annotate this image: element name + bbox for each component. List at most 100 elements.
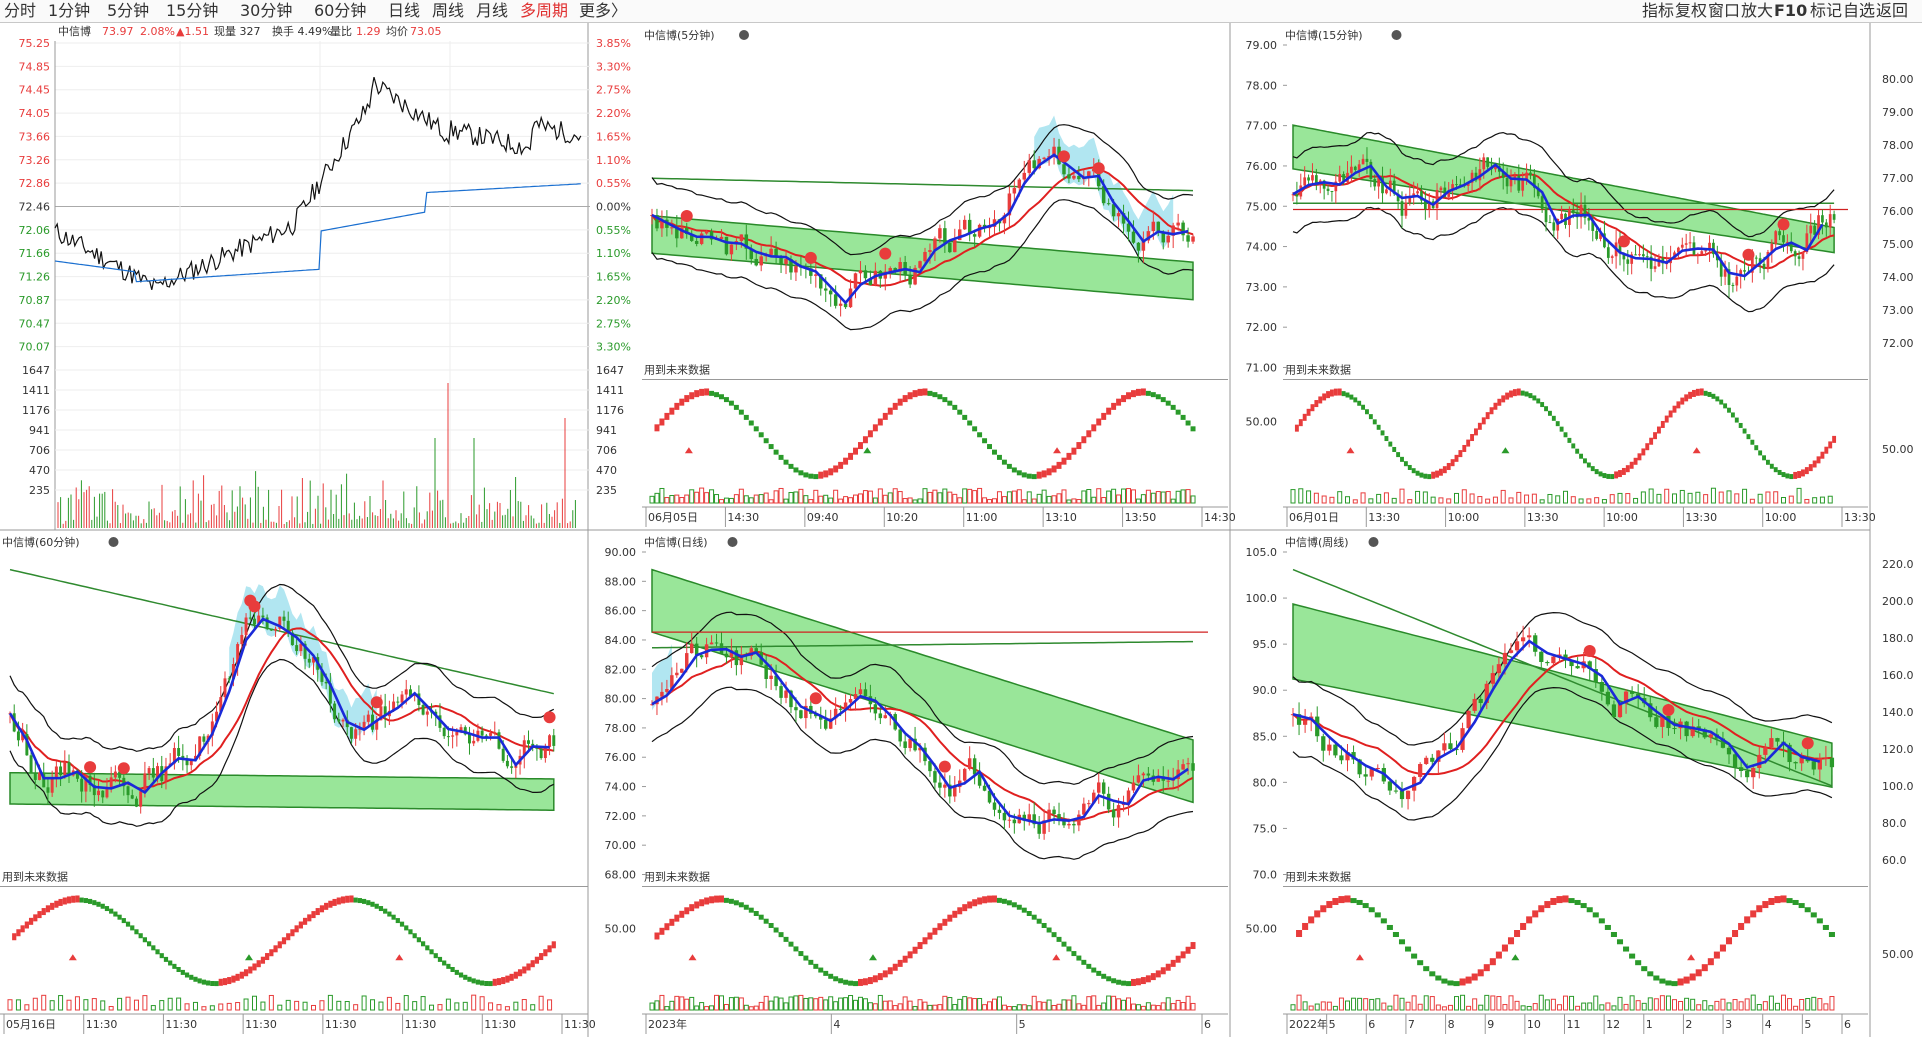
period-tab-7[interactable]: 周线 xyxy=(432,1,465,20)
candle-body xyxy=(1022,172,1027,180)
chevron-down-icon xyxy=(108,537,119,547)
period-tab-5[interactable]: 60分钟 xyxy=(314,1,367,20)
right-axis-tick: 74.00 xyxy=(1882,271,1914,284)
candle-body xyxy=(1451,184,1454,191)
indicator-bar xyxy=(437,1004,443,1011)
candle-body xyxy=(1799,757,1804,764)
toolbar-button-7[interactable]: 返回 xyxy=(1876,1,1909,20)
indicator-bar xyxy=(987,1001,993,1011)
candle-body xyxy=(1793,251,1797,257)
right-axis-tick: 140.0 xyxy=(1882,706,1914,719)
indicator-bar xyxy=(728,997,734,1011)
indicator-bar xyxy=(763,492,769,504)
indicator-bar xyxy=(1031,995,1037,1011)
vol-tick-right: 1411 xyxy=(596,384,624,397)
candle-body xyxy=(1525,172,1528,180)
vol-tick: 1176 xyxy=(22,404,50,417)
vol-tick: 1411 xyxy=(22,384,50,397)
pct-tick: 0.55% xyxy=(596,224,631,237)
candle-body xyxy=(312,657,315,663)
indicator-bar xyxy=(862,998,868,1011)
candle-body xyxy=(1418,764,1423,777)
right-axis-tick: 73.00 xyxy=(1882,304,1914,317)
candle-body xyxy=(189,760,193,766)
candle-body xyxy=(147,768,151,774)
candle-body xyxy=(1032,814,1036,825)
candle-body xyxy=(938,228,942,239)
period-tab-1[interactable]: 1分钟 xyxy=(48,1,91,20)
period-tab-4[interactable]: 30分钟 xyxy=(240,1,293,20)
vol-tick: 1647 xyxy=(22,364,50,377)
indicator-bar xyxy=(108,1006,114,1011)
indicator-bar xyxy=(1006,1006,1012,1011)
period-tab-2[interactable]: 5分钟 xyxy=(107,1,150,20)
toolbar-button-1[interactable]: 复权 xyxy=(1675,1,1708,20)
indicator-bar xyxy=(462,1001,468,1011)
indicator-bar xyxy=(972,490,978,504)
candle-body xyxy=(1696,254,1700,256)
indicator-bar xyxy=(902,996,908,1011)
period-tab-3[interactable]: 15分钟 xyxy=(166,1,219,20)
indicator-bar xyxy=(1648,488,1654,504)
indicator-bar xyxy=(1329,496,1335,504)
indicator-bar xyxy=(150,1005,156,1011)
candle-body xyxy=(1648,703,1653,718)
chart-canvas: 中信博 73.97 2.08% ▲1.51 现量 327 换手 4.49%量比 1.29 均价… xyxy=(0,23,1922,1037)
candle-body xyxy=(843,303,848,308)
x-tick: 1 xyxy=(1646,1018,1653,1031)
period-tab-10[interactable]: 更多〉 xyxy=(579,1,628,20)
indicator-bar xyxy=(1555,495,1561,504)
period-tab-9[interactable]: 多周期 xyxy=(520,1,569,20)
candle-body xyxy=(734,650,739,666)
y-tick: 68.00 xyxy=(605,869,637,882)
toolbar-button-6[interactable]: 自选 xyxy=(1843,1,1876,20)
candle-body xyxy=(878,713,883,719)
toolbar-button-4[interactable]: F10 xyxy=(1774,1,1808,20)
candle-body xyxy=(704,231,709,234)
toolbar-button-5[interactable]: 标记 xyxy=(1810,1,1843,20)
candle-body xyxy=(814,713,818,717)
signal-icon xyxy=(244,594,257,607)
indicator-bar xyxy=(1296,994,1302,1011)
toolbar-button-0[interactable]: 指标 xyxy=(1642,1,1675,20)
indicator-bar xyxy=(1438,497,1444,504)
candle-body xyxy=(29,755,33,774)
candle-body xyxy=(1388,180,1392,190)
candle-body xyxy=(1540,196,1544,209)
indicator-bar xyxy=(1799,998,1805,1011)
indicator-tick: 50.00 xyxy=(1246,922,1278,935)
candle-body xyxy=(333,703,337,720)
candle-body xyxy=(1181,764,1185,770)
indicator-bar xyxy=(862,490,868,504)
candle-body xyxy=(295,645,299,652)
y-tick: 70.00 xyxy=(605,839,637,852)
pct-tick: 1.65% xyxy=(596,271,631,284)
indicator-bar xyxy=(1180,489,1186,504)
indicator-bar xyxy=(471,994,477,1011)
period-tab-6[interactable]: 日线 xyxy=(388,1,421,20)
candle-body xyxy=(848,699,853,703)
toolbar-button-2[interactable]: 窗口 xyxy=(1708,1,1741,20)
x-tick: 12 xyxy=(1606,1018,1620,1031)
candle-body xyxy=(1536,187,1540,197)
period-tab-0[interactable]: 分时 xyxy=(4,1,37,20)
candle-body xyxy=(1369,161,1373,180)
indicator-bar xyxy=(1466,1005,1472,1011)
candle-body xyxy=(1606,247,1610,258)
indicator-bar xyxy=(1524,494,1530,504)
indicator-bar xyxy=(982,1004,988,1011)
kline-panel-0: 中信博(5分钟) 用到未来数据 06月05日 14:30 09:40 10:20 11:00… xyxy=(642,28,1236,527)
candle-body xyxy=(1166,235,1170,243)
panel-title: 中信博(周线) xyxy=(1285,535,1349,549)
period-tab-8[interactable]: 月线 xyxy=(476,1,509,20)
volume-now: 现量 327 xyxy=(214,25,261,38)
indicator-bar xyxy=(1781,994,1786,1011)
volume-ratio-label: 量比 xyxy=(330,25,352,38)
indicator-bar xyxy=(952,1004,958,1011)
indicator-bar xyxy=(336,1000,342,1011)
candle-body xyxy=(1121,213,1126,224)
x-tick: 2 xyxy=(1685,1018,1692,1031)
toolbar-button-3[interactable]: 放大 xyxy=(1741,1,1774,20)
indicator-bar xyxy=(1170,498,1176,504)
right-axis-tick: 78.00 xyxy=(1882,139,1914,152)
